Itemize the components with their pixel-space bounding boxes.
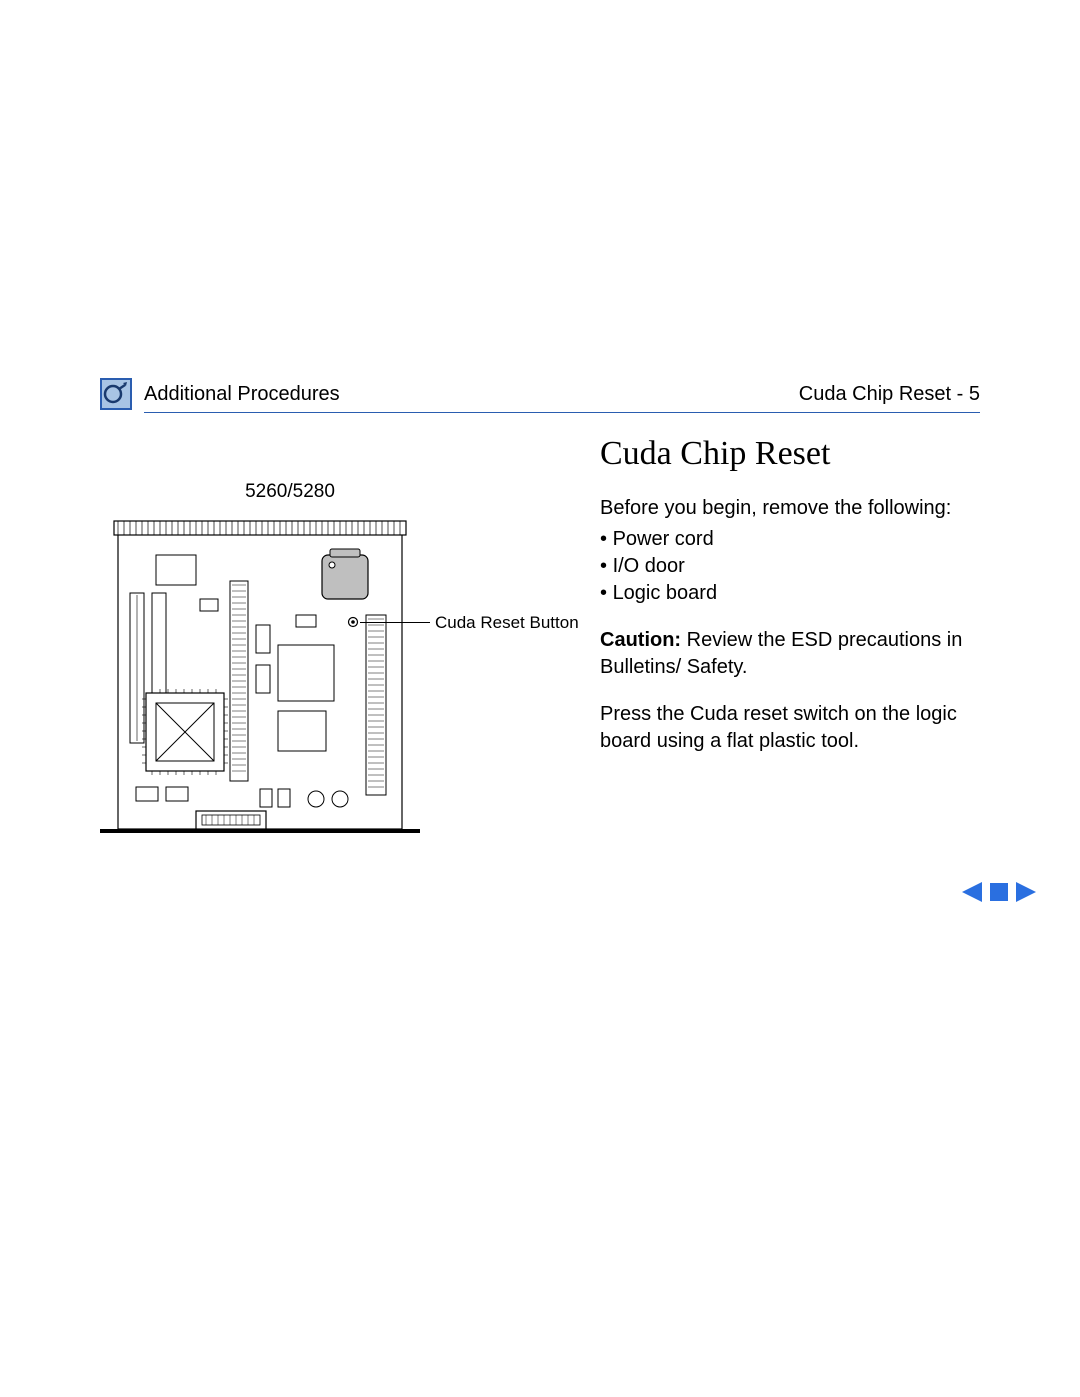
intro-text: Before you begin, remove the following: — [600, 495, 980, 522]
article-title: Cuda Chip Reset — [600, 431, 980, 477]
caution-paragraph: Caution: Review the ESD precautions in B… — [600, 627, 980, 681]
list-item: I/O door — [600, 553, 980, 580]
callout-label: Cuda Reset Button — [435, 613, 579, 633]
page-header: Additional Procedures Cuda Chip Reset - … — [100, 378, 980, 410]
remove-list: Power cord I/O door Logic board — [600, 526, 980, 607]
section-icon — [100, 378, 132, 410]
header-divider — [144, 412, 980, 413]
logic-board-diagram: Cuda Reset Button — [100, 515, 570, 835]
stop-button[interactable] — [988, 881, 1010, 903]
header-section-title: Additional Procedures — [144, 383, 799, 406]
list-item: Logic board — [600, 580, 980, 607]
diagram-model-label: 5260/5280 — [10, 481, 570, 503]
callout-leader-line — [360, 622, 430, 623]
next-page-button[interactable] — [1014, 880, 1040, 904]
caution-label: Caution: — [600, 629, 681, 651]
prev-page-button[interactable] — [958, 880, 984, 904]
header-page-label: Cuda Chip Reset - 5 — [799, 383, 980, 406]
instruction-text: Press the Cuda reset switch on the logic… — [600, 701, 980, 755]
page-nav-controls — [958, 880, 1040, 904]
list-item: Power cord — [600, 526, 980, 553]
